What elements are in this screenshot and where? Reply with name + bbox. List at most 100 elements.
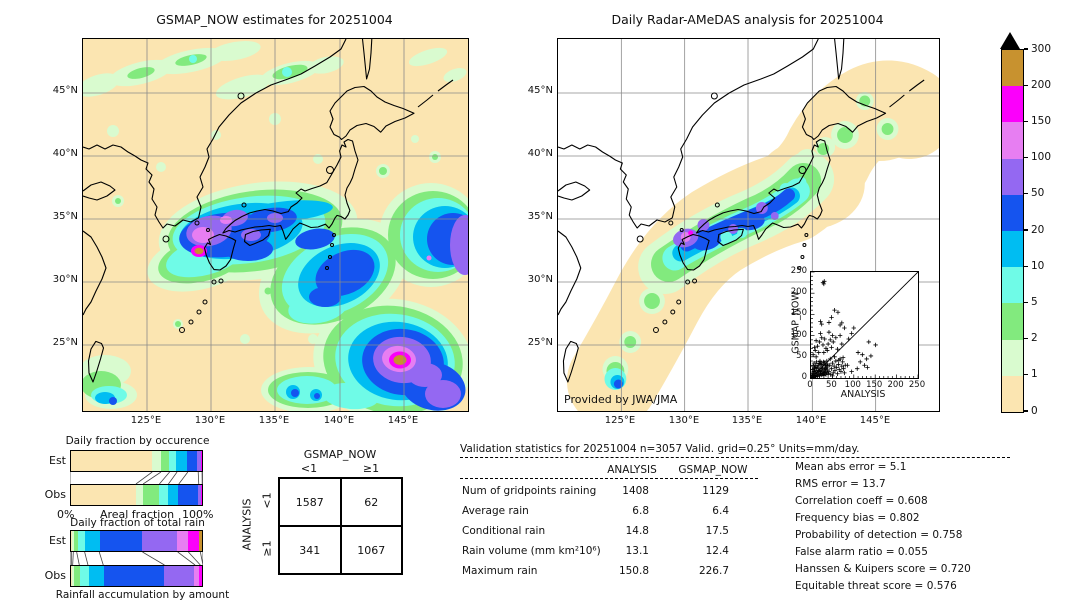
bar-segment-deepsky	[88, 566, 104, 586]
bar-segment-palegreen	[72, 566, 74, 586]
occurrence-connectors	[70, 472, 203, 484]
validation-analysis-value: 1408	[622, 485, 649, 497]
occurrence-obs-label: Obs	[44, 488, 66, 501]
bar-segment-palegreen	[151, 451, 161, 471]
map-credit: Provided by JWA/JMA	[564, 393, 678, 406]
validation-analysis-value: 6.8	[632, 505, 649, 517]
colorbar-tick-label: 100	[1031, 151, 1052, 164]
divider	[460, 478, 758, 479]
occurrence-chart-title: Daily fraction by occurence	[65, 435, 210, 447]
validation-rows: Num of gridpoints raining 1408 1129 Average…	[462, 485, 732, 585]
bar-segment-magenta	[199, 566, 202, 586]
metric-row: Equitable threat score = 0.576	[795, 580, 957, 592]
scatter-y-tick-label: 250	[790, 266, 807, 276]
scatter-x-tick-label: 200	[887, 380, 904, 390]
totalrain-obs-label: Obs	[44, 569, 66, 582]
occurrence-est-label: Est	[49, 454, 66, 467]
rain-layer-brown	[194, 247, 407, 365]
colorbar-tick	[1024, 301, 1028, 303]
scatter-y-tick-label: 150	[790, 308, 807, 319]
lon-label: 140°E	[795, 415, 827, 426]
contingency-cell-10: 341	[279, 526, 341, 574]
colorbar-segment	[1002, 122, 1023, 159]
totalrain-chart-title: Daily fraction of total rain	[70, 517, 205, 529]
validation-row-label: Average rain	[462, 505, 529, 517]
lat-label: 40°N	[527, 148, 553, 159]
validation-row-label: Maximum rain	[462, 565, 538, 577]
validation-analysis-value: 14.8	[625, 525, 649, 537]
bar-segment-blue	[187, 451, 198, 471]
colorbar-tick	[1024, 193, 1028, 195]
colorbar-tick-label: 20	[1031, 223, 1045, 236]
bar-segment-green	[73, 566, 81, 586]
validation-row: Maximum rain 150.8 226.7	[462, 565, 732, 585]
colorbar-segment	[1002, 86, 1023, 123]
scatter-y-tick-label: 100	[790, 329, 807, 340]
occurrence-tick-100: 100%	[182, 508, 214, 521]
coastlines	[83, 39, 454, 383]
colorbar-tick-label: 1	[1031, 368, 1038, 381]
colorbar-tick	[1024, 120, 1028, 122]
metric-row: Frequency bias = 0.802	[795, 512, 920, 524]
occurrence-xlabel: Areal fraction	[99, 508, 175, 521]
bar-segment-magenta	[187, 531, 200, 551]
scatter-inset-frame	[809, 271, 919, 380]
validation-row: Average rain 6.8 6.4	[462, 505, 732, 525]
lat-label: 40°N	[52, 148, 78, 159]
colorbar-tick-label: 200	[1031, 78, 1052, 91]
coastlines	[558, 39, 925, 383]
bar-segment-blue	[103, 566, 164, 586]
scatter-y-tick-label: 50	[796, 350, 807, 361]
radar-rain-magenta	[688, 230, 694, 236]
scatter-x-tick-label: 50	[825, 380, 837, 390]
colorbar	[1001, 49, 1024, 413]
scatter-x-tick-label: 0	[807, 380, 813, 390]
bar-segment-blue	[99, 531, 143, 551]
colorbar-segment	[1002, 231, 1023, 268]
colorbar-tick	[1024, 338, 1028, 340]
bar-segment-blue	[178, 485, 198, 505]
lon-label: 145°E	[859, 415, 891, 426]
bar-segment-green	[143, 485, 159, 505]
colorbar-tick	[1024, 265, 1028, 267]
bar-segment-purple	[142, 531, 178, 551]
colorbar-tick	[1024, 48, 1028, 50]
left-map-title: GSMAP_NOW estimates for 20251004	[156, 12, 393, 27]
lon-label: 145°E	[387, 415, 419, 426]
contingency-col-label-lt1: <1	[300, 462, 318, 475]
validation-row: Rain volume (mm km²10⁶) 13.1 12.4	[462, 545, 732, 565]
lon-label: 125°E	[604, 415, 636, 426]
contingency-cell-00: 1587	[279, 478, 341, 526]
validation-col-gsmap: GSMAP_NOW	[678, 464, 748, 476]
grid-lines	[83, 39, 468, 411]
lat-label: 35°N	[52, 211, 78, 222]
colorbar-tick-label: 2	[1031, 332, 1038, 345]
contingency-row-group: ANALYSIS	[240, 498, 254, 551]
bar-segment-wheat	[71, 566, 73, 586]
scatter-plot	[809, 271, 919, 380]
bar-segment-green	[74, 531, 78, 551]
bar-segment-magenta	[201, 485, 202, 505]
scatter-y-tick-label: 200	[790, 287, 807, 298]
validation-gsmap-value: 1129	[702, 485, 729, 497]
colorbar-over-arrow	[1000, 32, 1020, 49]
bar-segment-deepsky	[85, 531, 100, 551]
lon-label: 130°E	[668, 415, 700, 426]
gsmap-map	[82, 38, 469, 412]
colorbar-tick	[1024, 84, 1028, 86]
lon-label: 135°E	[258, 415, 290, 426]
bar-segment-purple	[197, 451, 202, 471]
validation-row-label: Rain volume (mm km²10⁶)	[462, 545, 601, 557]
lat-label: 35°N	[527, 211, 553, 222]
colorbar-segment	[1002, 303, 1023, 340]
contingency-cell-11: 1067	[340, 526, 402, 574]
totalrain-obs-bar	[70, 565, 203, 587]
validation-gsmap-value: 226.7	[698, 565, 729, 577]
validation-analysis-value: 150.8	[618, 565, 649, 577]
colorbar-segment	[1002, 267, 1023, 304]
lat-label: 45°N	[52, 85, 78, 96]
colorbar-tick	[1024, 374, 1028, 376]
bar-segment-aqua	[77, 531, 86, 551]
validation-row: Num of gridpoints raining 1408 1129	[462, 485, 732, 505]
